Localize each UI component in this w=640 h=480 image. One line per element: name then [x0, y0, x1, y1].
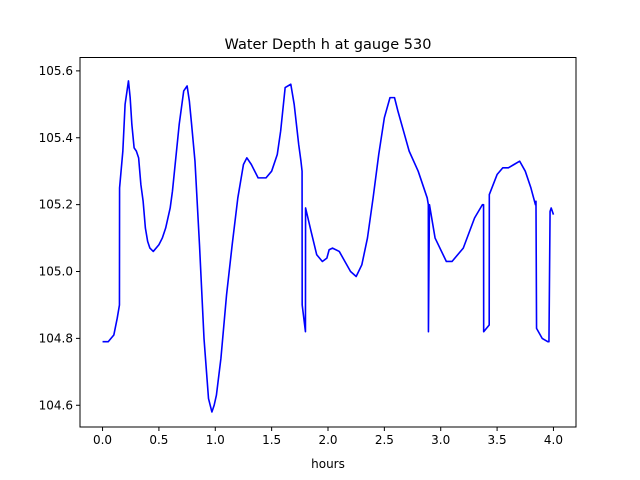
x-tick-label: 1.5 — [262, 433, 281, 447]
x-axis-label: hours — [311, 457, 345, 471]
chart-title: Water Depth h at gauge 530 — [225, 37, 432, 53]
y-axis: 104.6 104.8 105.0 105.2 105.4 105.6 — [39, 64, 80, 412]
x-tick-label: 1.0 — [206, 433, 225, 447]
y-tick-label: 105.2 — [39, 198, 73, 212]
y-tick-label: 104.8 — [39, 331, 73, 345]
x-tick-label: 4.0 — [544, 433, 563, 447]
x-tick-label: 3.0 — [431, 433, 450, 447]
x-tick-label: 2.5 — [375, 433, 394, 447]
y-tick-label: 104.6 — [39, 398, 73, 412]
x-tick-label: 2.0 — [318, 433, 337, 447]
plot-frame — [79, 57, 577, 428]
x-tick-label: 3.5 — [488, 433, 507, 447]
plot-area — [102, 80, 555, 413]
y-tick-label: 105.0 — [39, 265, 73, 279]
y-tick-label: 105.4 — [39, 131, 73, 145]
x-tick-label: 0.0 — [93, 433, 112, 447]
x-tick-label: 0.5 — [149, 433, 168, 447]
y-tick-label: 105.6 — [39, 64, 73, 78]
series-line-0 — [102, 80, 555, 413]
x-axis: 0.0 0.5 1.0 1.5 2.0 2.5 3.0 3.5 4.0 — [93, 427, 563, 447]
